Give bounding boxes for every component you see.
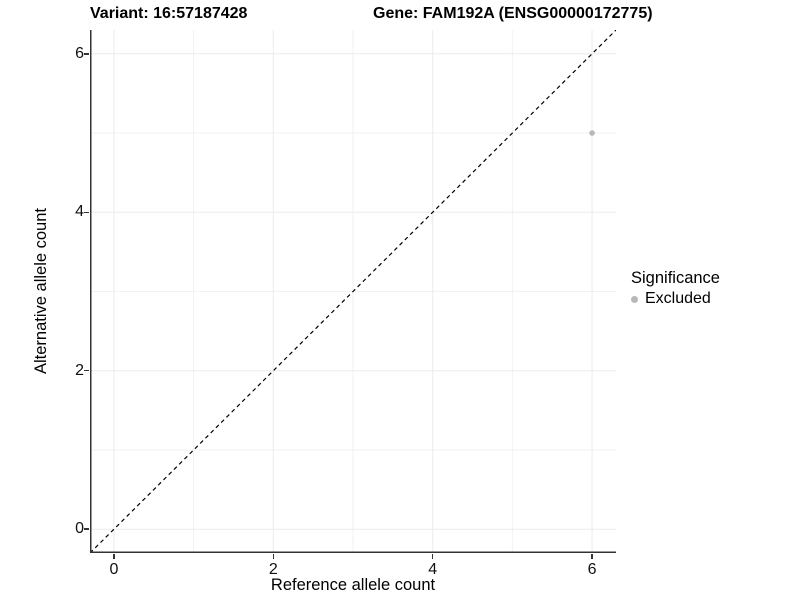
gene-title: Gene: FAM192A (ENSG00000172775) [373, 5, 653, 22]
x-tick-mark [431, 554, 434, 559]
y-axis-title: Alternative allele count [32, 208, 50, 375]
variant-title: Variant: 16:57187428 [90, 5, 248, 22]
x-axis-title: Reference allele count [270, 576, 436, 594]
x-tick-label: 6 [587, 561, 597, 578]
x-tick-mark [272, 554, 275, 559]
legend-title: Significance [631, 269, 720, 287]
legend: Significance Excluded [631, 269, 720, 308]
y-tick-mark [83, 369, 89, 372]
y-tick-mark [83, 211, 89, 213]
y-tick-mark [83, 53, 89, 55]
x-tick-label: 0 [109, 561, 119, 578]
y-tick-label: 2 [75, 361, 84, 379]
y-tick-label: 6 [75, 44, 84, 62]
x-tick-mark [113, 554, 115, 559]
x-tick-label: 2 [268, 561, 278, 578]
y-tick-label: 0 [75, 520, 84, 538]
y-tick-mark [83, 528, 89, 530]
y-tick-label: 4 [75, 203, 84, 221]
x-tick-label: 4 [428, 561, 438, 578]
point-swatch-icon [631, 295, 638, 303]
legend-item-excluded: Excluded [631, 290, 720, 308]
data-point [589, 130, 595, 136]
x-tick-mark [591, 554, 593, 559]
plot-panel [90, 30, 616, 553]
identity-line [90, 30, 616, 553]
legend-item-label: Excluded [645, 290, 711, 307]
